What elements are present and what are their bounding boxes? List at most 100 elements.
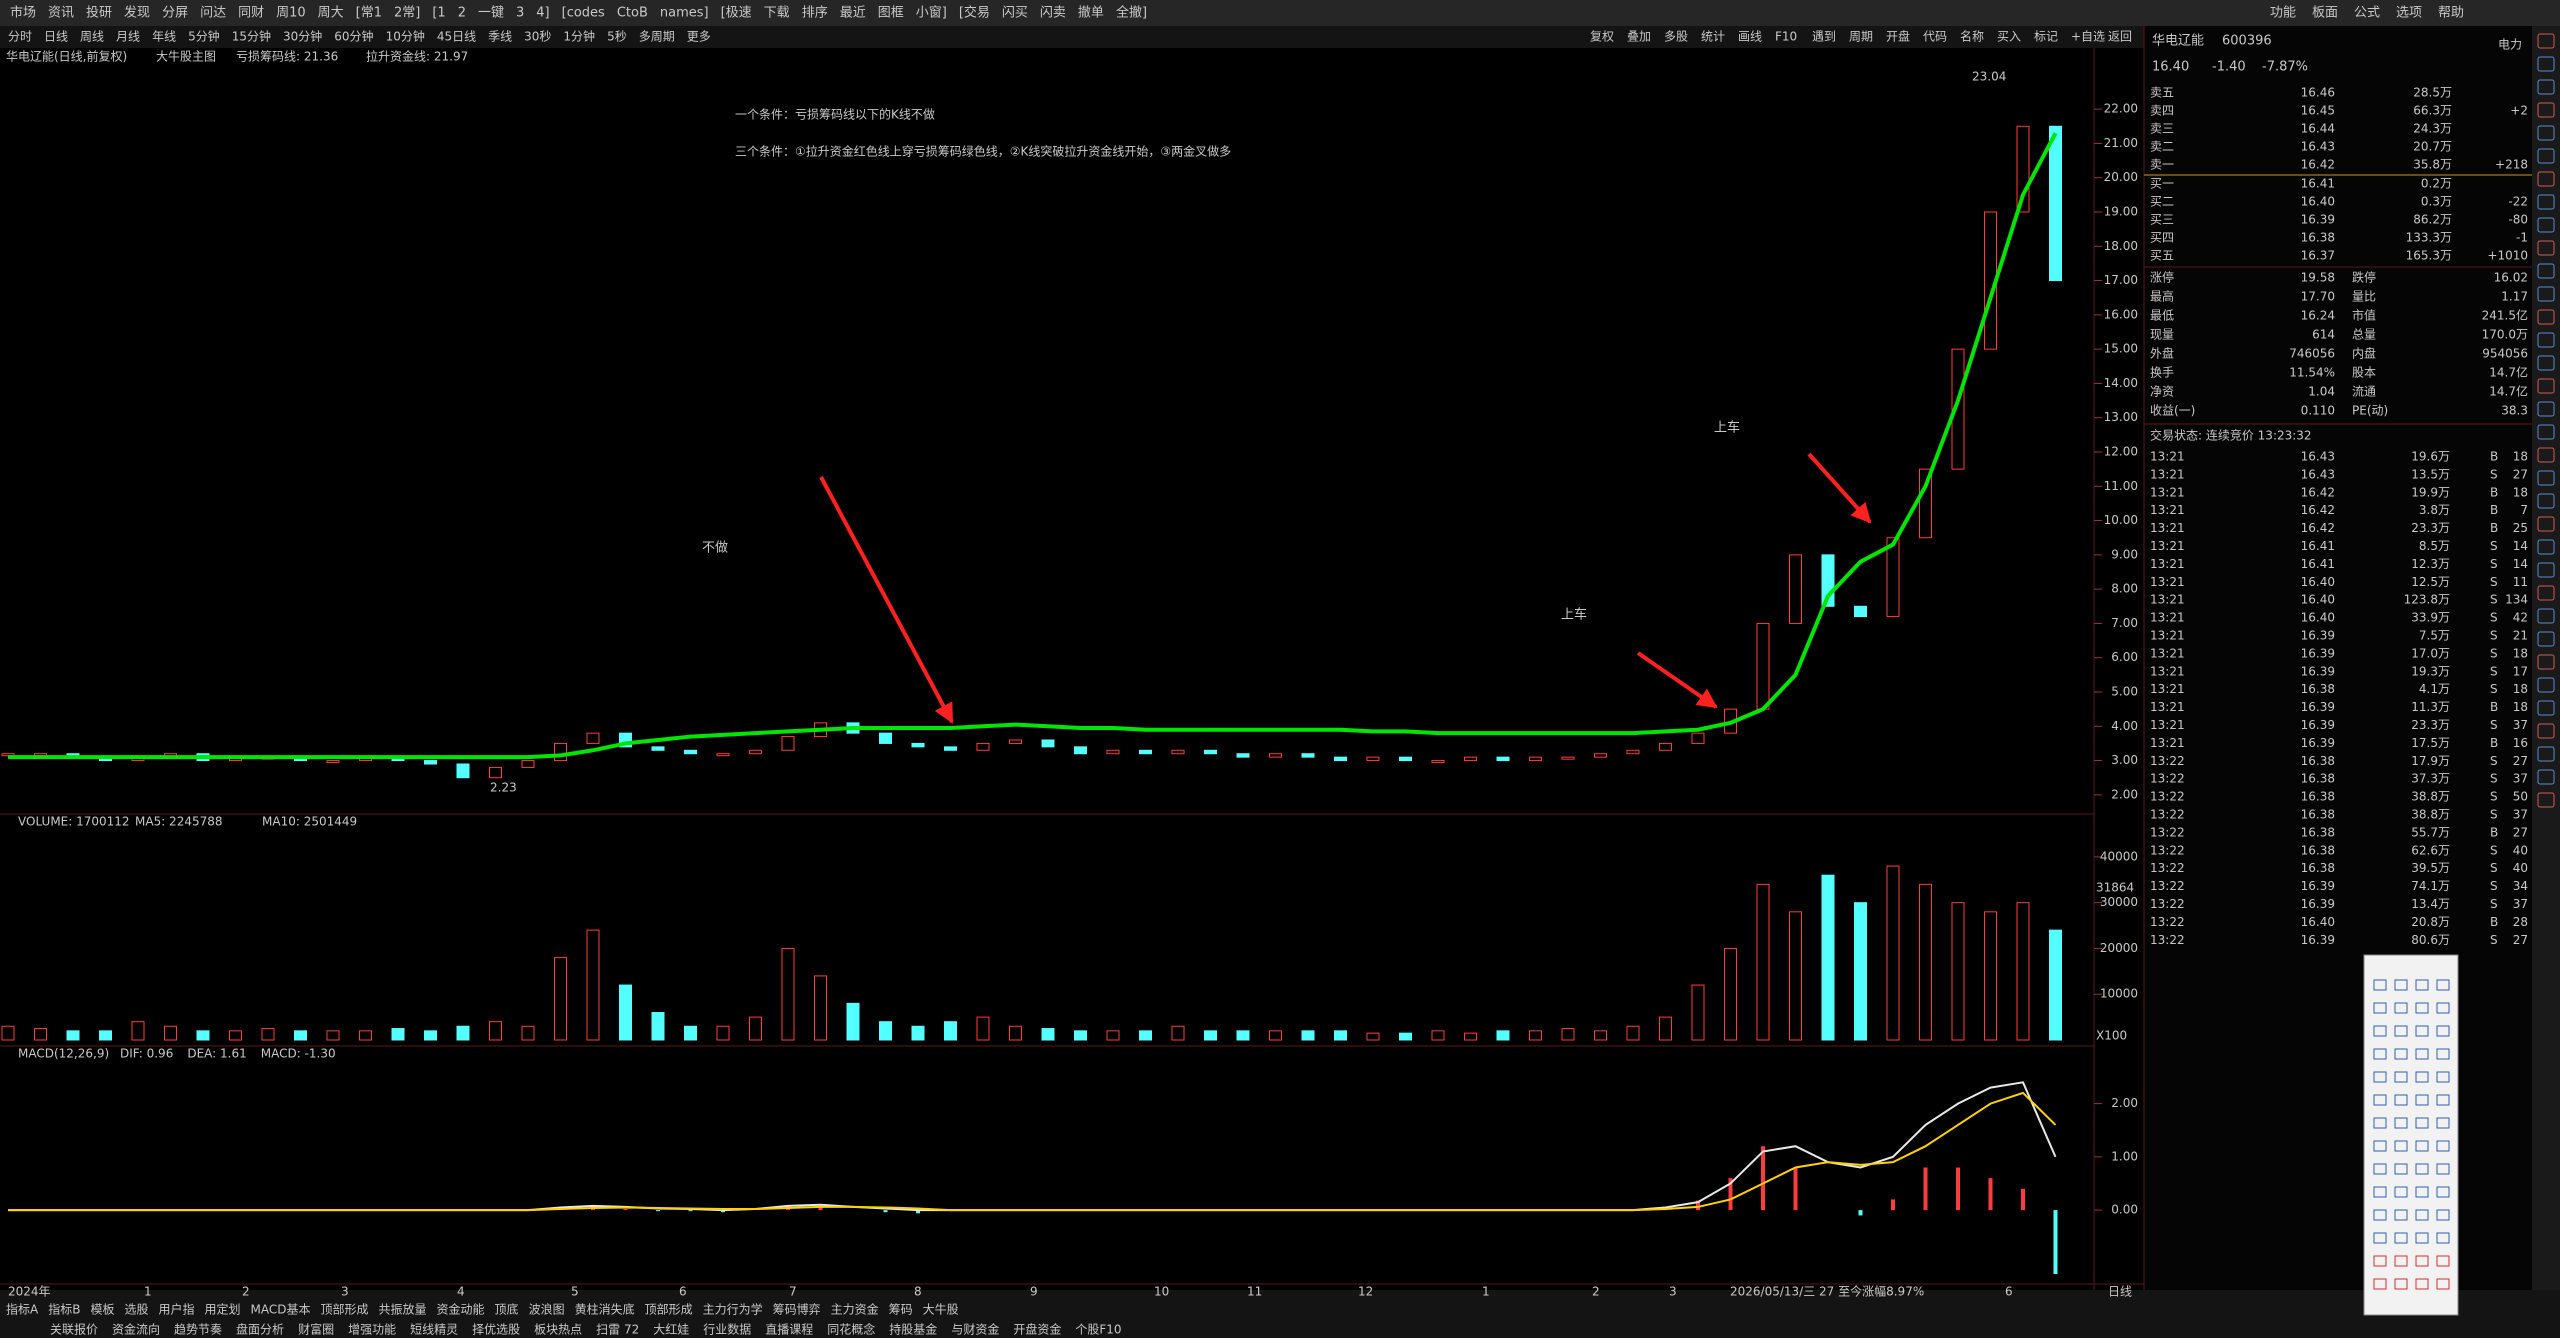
menu-item[interactable]: 发现: [124, 5, 150, 21]
tool-icon[interactable]: [2415, 1278, 2429, 1290]
tool-icon[interactable]: [2394, 1186, 2408, 1198]
info-tab[interactable]: 与财资金: [951, 1322, 999, 1337]
side-icon[interactable]: [2537, 447, 2555, 463]
side-icon[interactable]: [2537, 424, 2555, 440]
side-icon[interactable]: [2537, 585, 2555, 601]
tool-icon[interactable]: [2436, 1232, 2450, 1244]
side-icon[interactable]: [2537, 79, 2555, 95]
tool-icon[interactable]: [2394, 1117, 2408, 1129]
tool-icon[interactable]: [2436, 1255, 2450, 1267]
side-icon[interactable]: [2537, 562, 2555, 578]
menu-item[interactable]: [codes: [562, 6, 605, 21]
info-tab[interactable]: 关联报价: [50, 1322, 98, 1337]
menu-item[interactable]: 帮助: [2438, 6, 2464, 21]
tool-icon[interactable]: [2373, 1163, 2387, 1175]
tool-icon[interactable]: [2415, 1117, 2429, 1129]
side-icon[interactable]: [2537, 56, 2555, 72]
tool-icon[interactable]: [2436, 1094, 2450, 1106]
tool-icon[interactable]: [2436, 1002, 2450, 1014]
info-tab[interactable]: 同花概念: [827, 1322, 875, 1337]
side-icon[interactable]: [2537, 769, 2555, 785]
toolbar-button[interactable]: 返回: [2108, 30, 2132, 44]
indicator-tab[interactable]: 筹码博弈: [773, 1302, 821, 1317]
menu-item[interactable]: 排序: [802, 6, 828, 21]
toolbar-button[interactable]: +自选: [2071, 30, 2105, 44]
menu-item[interactable]: 2常]: [394, 6, 420, 21]
side-icon[interactable]: [2537, 631, 2555, 647]
info-tab[interactable]: 短线精灵: [410, 1323, 458, 1337]
tool-icon[interactable]: [2415, 1186, 2429, 1198]
period-tab[interactable]: 30分钟: [283, 29, 322, 44]
info-tab[interactable]: 板块热点: [534, 1323, 582, 1337]
menu-item[interactable]: [1: [432, 6, 445, 21]
info-tab[interactable]: 资金流向: [112, 1322, 160, 1337]
period-tab[interactable]: 年线: [152, 30, 176, 44]
period-tab[interactable]: 45日线: [437, 30, 476, 44]
indicator-tab[interactable]: MACD基本: [251, 1303, 311, 1317]
tool-icon[interactable]: [2394, 1071, 2408, 1083]
info-tab[interactable]: 持股基金: [889, 1322, 937, 1337]
indicator-tab[interactable]: 指标A: [6, 1302, 39, 1317]
indicator-tab[interactable]: 模板: [90, 1303, 114, 1317]
tool-icon[interactable]: [2415, 1209, 2429, 1221]
toolbar-button[interactable]: 多股: [1664, 30, 1688, 44]
tool-icon[interactable]: [2373, 1025, 2387, 1037]
tool-icon[interactable]: [2415, 1071, 2429, 1083]
info-tab[interactable]: 趋势节奏: [174, 1323, 222, 1337]
period-tab[interactable]: 5秒: [607, 30, 627, 44]
indicator-tab[interactable]: 主力行为学: [703, 1302, 763, 1317]
tool-icon[interactable]: [2394, 1232, 2408, 1244]
info-tab[interactable]: 大红娃: [653, 1322, 689, 1337]
side-icon[interactable]: [2537, 125, 2555, 141]
period-tab[interactable]: 日线: [44, 30, 68, 44]
tool-icon[interactable]: [2415, 1163, 2429, 1175]
period-tab[interactable]: 更多: [687, 30, 711, 44]
indicator-tab[interactable]: 指标B: [48, 1302, 80, 1317]
info-tab[interactable]: 个股F10: [1075, 1323, 1121, 1337]
menu-item[interactable]: 小窗]: [916, 5, 947, 21]
indicator-tab[interactable]: 顶部形成: [645, 1302, 693, 1317]
menu-item[interactable]: 问达: [200, 6, 226, 21]
tool-icon[interactable]: [2394, 1094, 2408, 1106]
info-tab[interactable]: 开盘资金: [1013, 1322, 1061, 1337]
menu-item[interactable]: names]: [660, 6, 709, 21]
tool-icon[interactable]: [2436, 1025, 2450, 1037]
side-icon[interactable]: [2537, 723, 2555, 739]
indicator-tab[interactable]: 用户指: [158, 1302, 194, 1317]
menu-item[interactable]: 板面: [2312, 6, 2338, 21]
menu-item[interactable]: 图框: [878, 6, 904, 21]
tool-icon[interactable]: [2373, 1094, 2387, 1106]
period-tab[interactable]: 多周期: [639, 30, 675, 44]
tool-icon[interactable]: [2394, 1048, 2408, 1060]
menu-item[interactable]: 下载: [764, 6, 790, 21]
menu-item[interactable]: 资讯: [48, 6, 74, 21]
toolbar-button[interactable]: 遇到: [1812, 30, 1836, 44]
tool-icon[interactable]: [2415, 1002, 2429, 1014]
menu-item[interactable]: [极速: [721, 6, 752, 21]
period-tab[interactable]: 月线: [116, 30, 140, 44]
side-icon[interactable]: [2537, 309, 2555, 325]
toolbar-button[interactable]: 代码: [1923, 30, 1947, 44]
side-icon[interactable]: [2537, 263, 2555, 279]
info-tab[interactable]: 行业数据: [703, 1322, 751, 1337]
period-tab[interactable]: 1分钟: [563, 29, 595, 44]
menu-item[interactable]: 周10: [276, 6, 306, 21]
tool-icon[interactable]: [2394, 979, 2408, 991]
side-icon[interactable]: [2537, 401, 2555, 417]
side-icon[interactable]: [2537, 332, 2555, 348]
tool-icon[interactable]: [2394, 1163, 2408, 1175]
side-icon[interactable]: [2537, 539, 2555, 555]
side-icon[interactable]: [2537, 493, 2555, 509]
info-tab[interactable]: 增强功能: [348, 1323, 396, 1337]
menu-item[interactable]: 一键: [478, 6, 504, 21]
tool-icon[interactable]: [2436, 1117, 2450, 1129]
side-icon[interactable]: [2537, 677, 2555, 693]
menu-item[interactable]: 市场: [10, 5, 36, 21]
tool-icon[interactable]: [2394, 1255, 2408, 1267]
side-icon[interactable]: [2537, 470, 2555, 486]
tool-icon[interactable]: [2373, 1209, 2387, 1221]
period-tab[interactable]: 60分钟: [334, 29, 373, 44]
menu-item[interactable]: [交易: [959, 5, 990, 21]
menu-item[interactable]: 选项: [2396, 6, 2422, 21]
menu-item[interactable]: 2: [458, 6, 466, 21]
